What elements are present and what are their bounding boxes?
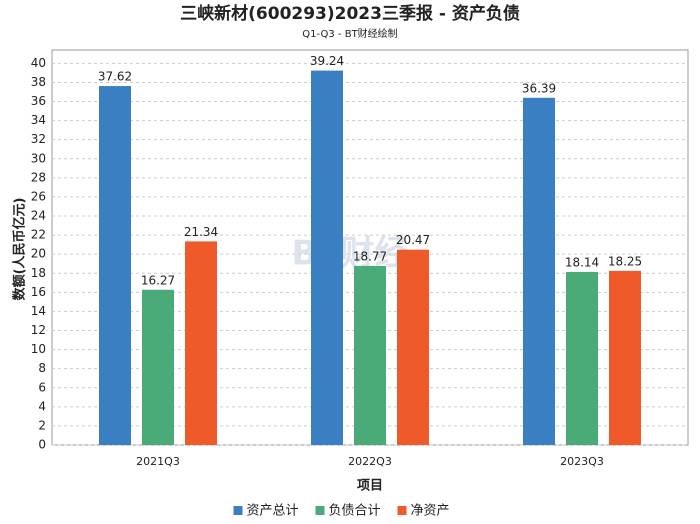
bar [142, 289, 174, 445]
legend-swatch [397, 506, 407, 515]
y-tick-label: 40 [31, 56, 46, 70]
y-tick-label: 10 [31, 342, 46, 356]
legend-label: 净资产 [411, 504, 450, 519]
y-tick-label: 38 [31, 75, 46, 89]
legend-swatch [233, 506, 243, 515]
data-label: 37.62 [98, 70, 132, 84]
y-tick-label: 16 [31, 285, 46, 299]
y-tick-label: 8 [38, 361, 46, 375]
y-tick-label: 28 [31, 170, 46, 184]
y-tick-label: 6 [38, 380, 46, 394]
x-tick-label: 2023Q3 [560, 455, 604, 468]
data-label: 18.25 [608, 254, 642, 268]
y-tick-label: 2 [38, 418, 46, 432]
data-label: 18.14 [565, 255, 599, 269]
bar [609, 270, 641, 445]
y-tick-label: 20 [31, 247, 46, 261]
y-tick-label: 36 [31, 94, 46, 108]
y-tick-label: 24 [31, 209, 46, 223]
data-label: 21.34 [184, 225, 218, 239]
y-tick-label: 4 [38, 399, 46, 413]
bar [523, 97, 555, 446]
y-tick-label: 30 [31, 151, 46, 165]
chart-subtitle: Q1-Q3 - BT财经绘制 [302, 27, 397, 40]
legend-label: 资产总计 [247, 504, 299, 519]
data-label: 18.77 [353, 249, 387, 263]
chart-title: 三峡新材(600293)2023三季报 - 资产负债 [180, 3, 520, 24]
watermark: BT财经 [291, 234, 408, 274]
data-label: 39.24 [310, 54, 344, 68]
legend-swatch [315, 506, 325, 515]
y-tick-label: 26 [31, 189, 46, 203]
data-label: 20.47 [396, 233, 430, 247]
x-tick-label: 2021Q3 [136, 455, 180, 468]
bar [99, 86, 131, 445]
bar [185, 241, 217, 445]
y-tick-label: 12 [31, 323, 46, 337]
y-tick-label: 32 [31, 132, 46, 146]
y-axis-label: 数额(人民币亿元) [12, 198, 28, 301]
y-tick-label: 34 [31, 113, 46, 127]
data-label: 16.27 [141, 273, 175, 287]
data-label: 36.39 [522, 81, 556, 95]
bar [566, 271, 598, 445]
x-axis-label: 项目 [357, 479, 383, 494]
y-tick-label: 22 [31, 228, 46, 242]
y-tick-label: 18 [31, 266, 46, 280]
y-tick-label: 14 [31, 304, 46, 318]
bar [311, 70, 343, 445]
x-tick-label: 2022Q3 [348, 455, 392, 468]
bar [397, 249, 429, 445]
legend-label: 负债合计 [329, 504, 381, 519]
bar [354, 265, 386, 445]
y-tick-label: 0 [38, 438, 46, 452]
